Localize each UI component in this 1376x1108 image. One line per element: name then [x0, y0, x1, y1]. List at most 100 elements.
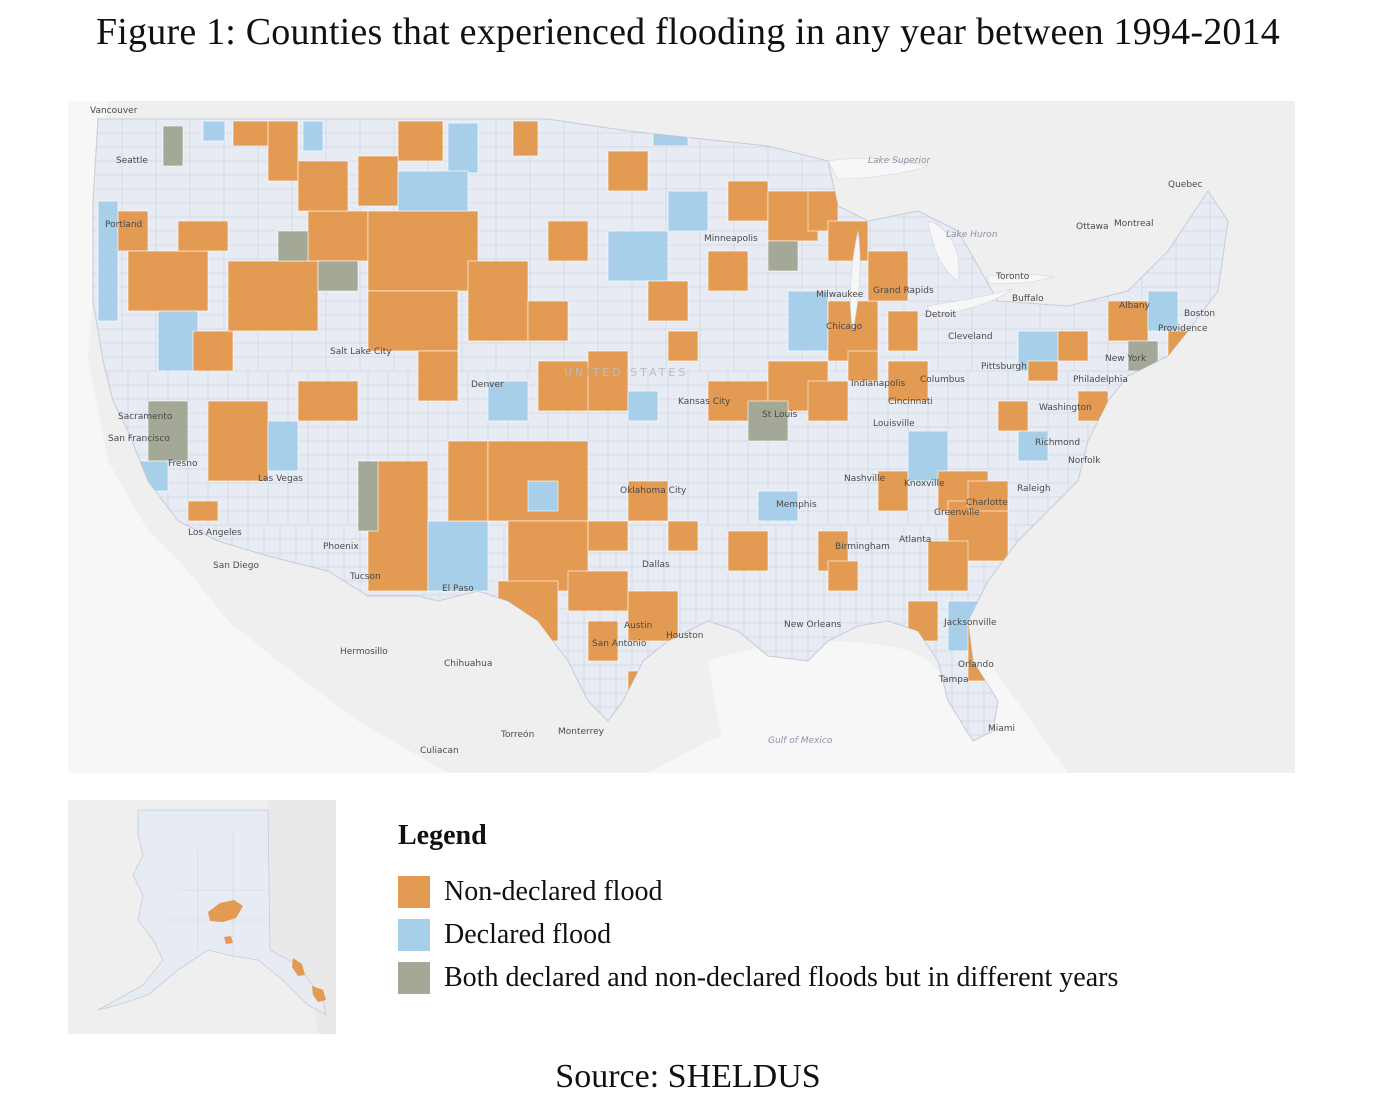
- city-label: Chicago: [826, 322, 863, 332]
- flood-county-region: [177, 220, 229, 252]
- city-label: Monterrey: [558, 727, 605, 737]
- city-label: Quebec: [1168, 180, 1203, 190]
- legend: Legend Non-declared flood Declared flood…: [398, 820, 1118, 999]
- flood-county-region: [587, 350, 629, 412]
- flood-county-region: [707, 250, 749, 292]
- city-label: Louisville: [873, 419, 915, 429]
- alaska-flood-county-1: [208, 900, 243, 922]
- flood-county-region: [127, 250, 209, 312]
- flood-county-region: [162, 125, 184, 167]
- flood-county-region: [232, 120, 269, 147]
- flood-county-region: [887, 310, 919, 352]
- city-label: Austin: [624, 621, 652, 631]
- flood-county-region: [447, 440, 489, 522]
- flood-county-region: [647, 280, 689, 322]
- city-label: Boston: [1184, 309, 1215, 319]
- city-label: Charlotte: [966, 498, 1008, 508]
- flood-county-region: [367, 290, 459, 352]
- water-label: Lake Superior: [868, 156, 932, 166]
- canada-inset: [268, 800, 336, 1034]
- city-label: Portland: [105, 220, 142, 230]
- city-label: Cincinnati: [888, 397, 933, 407]
- flood-county-region: [307, 210, 369, 262]
- country-label: UNITED STATES: [564, 366, 688, 379]
- flood-county-region: [317, 260, 359, 292]
- lake-huron: [927, 220, 960, 282]
- city-label: Culiacan: [420, 746, 459, 756]
- city-label: Atlanta: [899, 535, 931, 545]
- city-label: Philadelphia: [1073, 375, 1128, 385]
- flood-county-region: [527, 480, 559, 512]
- flood-county-region: [727, 180, 769, 222]
- city-label: Nashville: [844, 474, 885, 484]
- flood-county-region: [887, 360, 929, 402]
- city-label: Providence: [1158, 324, 1208, 334]
- flood-county-region: [1147, 290, 1179, 332]
- city-label: Kansas City: [678, 397, 731, 407]
- figure-source: Source: SHELDUS: [555, 1058, 821, 1095]
- city-label: Greenville: [934, 508, 980, 518]
- us-flood-map[interactable]: Vancouver Seattle Portland Sacramento San Fr…: [68, 101, 1295, 773]
- flood-county-region: [397, 170, 469, 212]
- pacific-ocean: [68, 101, 448, 773]
- flood-county-region: [297, 160, 349, 212]
- alaska-flood-county-4: [312, 986, 326, 1002]
- legend-item-non-declared: Non-declared flood: [398, 870, 1118, 913]
- flood-county-region: [627, 480, 669, 522]
- flood-county-region: [202, 120, 226, 142]
- flood-county-region: [547, 220, 589, 262]
- city-label: New Orleans: [784, 620, 842, 630]
- lake-michigan: [849, 230, 861, 332]
- flood-county-region: [467, 260, 529, 342]
- flood-county-region: [157, 310, 199, 372]
- flood-counties: [97, 120, 1199, 692]
- city-label: Buffalo: [1012, 294, 1044, 304]
- city-label: Los Angeles: [188, 528, 242, 538]
- city-label: Fresno: [168, 459, 198, 469]
- city-label: Milwaukee: [816, 290, 864, 300]
- flood-county-region: [187, 500, 219, 522]
- flood-county-region: [357, 460, 379, 532]
- city-label: Columbus: [920, 375, 965, 385]
- legend-swatch-both: [398, 961, 430, 994]
- legend-swatch-declared: [398, 918, 430, 951]
- city-label: Oklahoma City: [620, 486, 687, 496]
- flood-county-region: [357, 155, 399, 207]
- city-label: Indianapolis: [851, 379, 906, 389]
- city-label: Hermosillo: [340, 647, 388, 657]
- lake-superior: [827, 158, 930, 180]
- city-label: Tampa: [938, 675, 969, 685]
- city-label: Miami: [988, 724, 1015, 734]
- city-label: Jacksonville: [943, 618, 997, 628]
- flood-county-region: [1027, 360, 1059, 382]
- flood-county-region: [417, 350, 459, 402]
- flood-county-region: [277, 230, 309, 262]
- us-flood-map-svg: Vancouver Seattle Portland Sacramento San Fr…: [68, 101, 1295, 773]
- flood-county-region: [567, 570, 629, 612]
- legend-item-both: Both declared and non-declared floods bu…: [398, 956, 1118, 999]
- flood-county-region: [1107, 300, 1149, 342]
- flood-county-region: [427, 520, 489, 592]
- flood-county-region: [587, 620, 619, 662]
- flood-county-region: [367, 210, 479, 292]
- city-label: St Louis: [762, 410, 798, 420]
- flood-county-region: [787, 290, 829, 352]
- flood-county-region: [607, 150, 649, 192]
- city-label: San Antonio: [592, 639, 647, 649]
- flood-county-region: [627, 590, 679, 642]
- flood-county-region: [447, 122, 479, 174]
- city-label: Cleveland: [948, 332, 993, 342]
- city-label: Las Vegas: [258, 474, 303, 484]
- city-label: Birmingham: [835, 542, 890, 552]
- city-label: Albany: [1119, 301, 1151, 311]
- flood-county-region: [512, 120, 539, 157]
- city-label: Denver: [471, 380, 504, 390]
- flood-county-region: [397, 120, 444, 162]
- flood-county-region: [867, 250, 909, 302]
- city-label: Montreal: [1114, 219, 1154, 229]
- alaska-inset-map[interactable]: [68, 800, 336, 1034]
- city-label: Richmond: [1035, 438, 1080, 448]
- city-label: Seattle: [116, 156, 148, 166]
- city-label: Raleigh: [1017, 484, 1051, 494]
- city-label: Washington: [1039, 403, 1092, 413]
